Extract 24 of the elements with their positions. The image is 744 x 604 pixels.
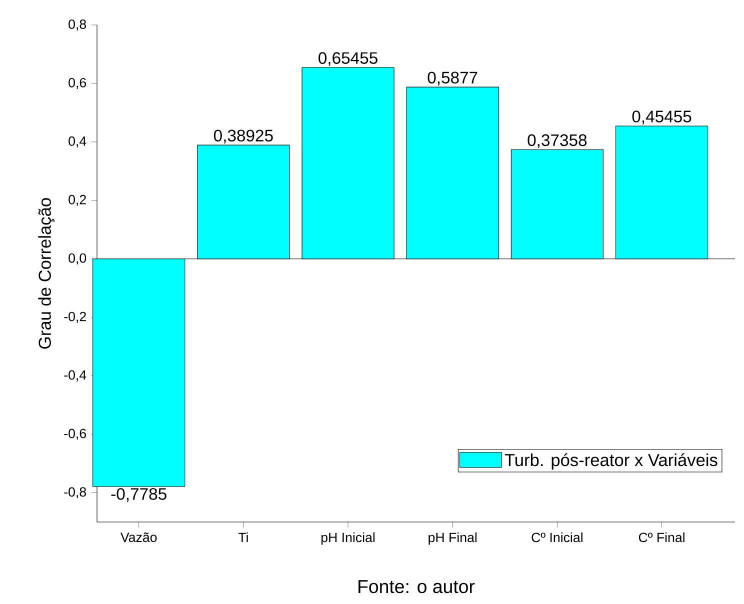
data-label: 0,45455: [632, 110, 692, 124]
data-label: 0,37358: [528, 134, 587, 148]
y-tick-label: 0,4: [68, 136, 86, 148]
y-tick-label: -0,8: [64, 487, 86, 498]
y-axis-title: Grau de Correlação: [38, 198, 54, 349]
x-tick-label: Vazão: [120, 532, 157, 542]
x-tick-label: pH Inicial: [321, 532, 375, 545]
y-tick-label: 0,2: [68, 194, 86, 206]
legend-label: Turb. pós-reator x Variáveis: [504, 453, 718, 470]
data-label: 0,5877: [428, 72, 478, 86]
y-tick-label: 0,8: [68, 19, 86, 31]
source-note: Fonte: o autor: [358, 580, 475, 594]
data-label: 0,38925: [214, 130, 273, 144]
y-tick-label: -0,4: [64, 370, 86, 382]
y-tick-label: 0,0: [68, 253, 86, 264]
y-tick-label: -0,6: [64, 428, 86, 440]
y-tick-label: 0,6: [68, 78, 86, 89]
x-tick-label: Cº Final: [638, 532, 684, 542]
y-tick-label: -0,2: [64, 312, 86, 323]
x-tick-label: pH Final: [428, 532, 477, 545]
data-label: -0,7785: [111, 488, 166, 502]
x-tick-label: Ti: [238, 532, 248, 542]
x-tick-label: Cº Inicial: [532, 532, 582, 542]
data-label: 0,65455: [318, 52, 378, 66]
